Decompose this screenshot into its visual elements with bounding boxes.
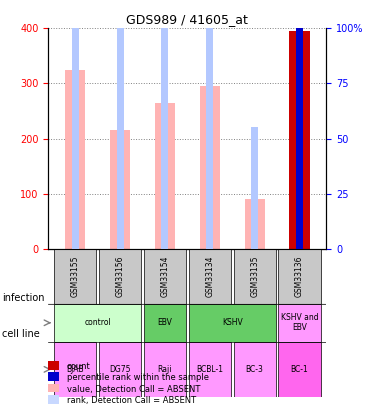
Text: BJAB: BJAB bbox=[66, 365, 84, 374]
Text: infection: infection bbox=[2, 293, 45, 303]
Text: KSHV: KSHV bbox=[222, 318, 243, 327]
Text: DG75: DG75 bbox=[109, 365, 131, 374]
FancyBboxPatch shape bbox=[279, 342, 321, 397]
Text: Raji: Raji bbox=[158, 365, 172, 374]
FancyBboxPatch shape bbox=[234, 249, 276, 304]
FancyBboxPatch shape bbox=[54, 304, 141, 342]
FancyBboxPatch shape bbox=[144, 342, 186, 397]
Title: GDS989 / 41605_at: GDS989 / 41605_at bbox=[127, 13, 248, 26]
FancyBboxPatch shape bbox=[189, 304, 276, 342]
Text: GSM33155: GSM33155 bbox=[70, 256, 80, 297]
Bar bbox=[116, 0, 124, 249]
Bar bbox=[251, 128, 258, 249]
Bar bbox=[161, 0, 168, 249]
Text: GSM33135: GSM33135 bbox=[250, 256, 259, 297]
Text: BCBL-1: BCBL-1 bbox=[196, 365, 223, 374]
FancyBboxPatch shape bbox=[99, 249, 141, 304]
Text: cell line: cell line bbox=[2, 329, 40, 339]
FancyBboxPatch shape bbox=[144, 249, 186, 304]
FancyBboxPatch shape bbox=[279, 249, 321, 304]
FancyBboxPatch shape bbox=[54, 342, 96, 397]
Text: GSM33154: GSM33154 bbox=[160, 256, 170, 297]
Text: count: count bbox=[67, 362, 91, 371]
FancyBboxPatch shape bbox=[54, 249, 96, 304]
Text: BC-3: BC-3 bbox=[246, 365, 264, 374]
Text: KSHV and
EBV: KSHV and EBV bbox=[281, 313, 318, 333]
Text: GSM33134: GSM33134 bbox=[205, 256, 214, 297]
Bar bbox=[289, 31, 310, 249]
Bar bbox=[244, 199, 265, 249]
Bar bbox=[72, 0, 79, 249]
Bar bbox=[200, 86, 220, 249]
FancyBboxPatch shape bbox=[99, 342, 141, 397]
Bar bbox=[110, 130, 130, 249]
FancyBboxPatch shape bbox=[144, 304, 186, 342]
Bar bbox=[65, 70, 85, 249]
Bar bbox=[155, 103, 175, 249]
FancyBboxPatch shape bbox=[279, 304, 321, 342]
Text: rank, Detection Call = ABSENT: rank, Detection Call = ABSENT bbox=[67, 396, 196, 405]
Text: BC-1: BC-1 bbox=[290, 365, 308, 374]
FancyBboxPatch shape bbox=[234, 342, 276, 397]
Bar bbox=[206, 0, 213, 249]
Text: GSM33156: GSM33156 bbox=[115, 256, 125, 297]
FancyBboxPatch shape bbox=[189, 342, 231, 397]
Text: control: control bbox=[84, 318, 111, 327]
Text: percentile rank within the sample: percentile rank within the sample bbox=[67, 373, 209, 382]
Text: value, Detection Call = ABSENT: value, Detection Call = ABSENT bbox=[67, 385, 200, 394]
Text: EBV: EBV bbox=[157, 318, 173, 327]
Text: GSM33136: GSM33136 bbox=[295, 256, 304, 297]
Bar bbox=[296, 0, 303, 249]
FancyBboxPatch shape bbox=[189, 249, 231, 304]
